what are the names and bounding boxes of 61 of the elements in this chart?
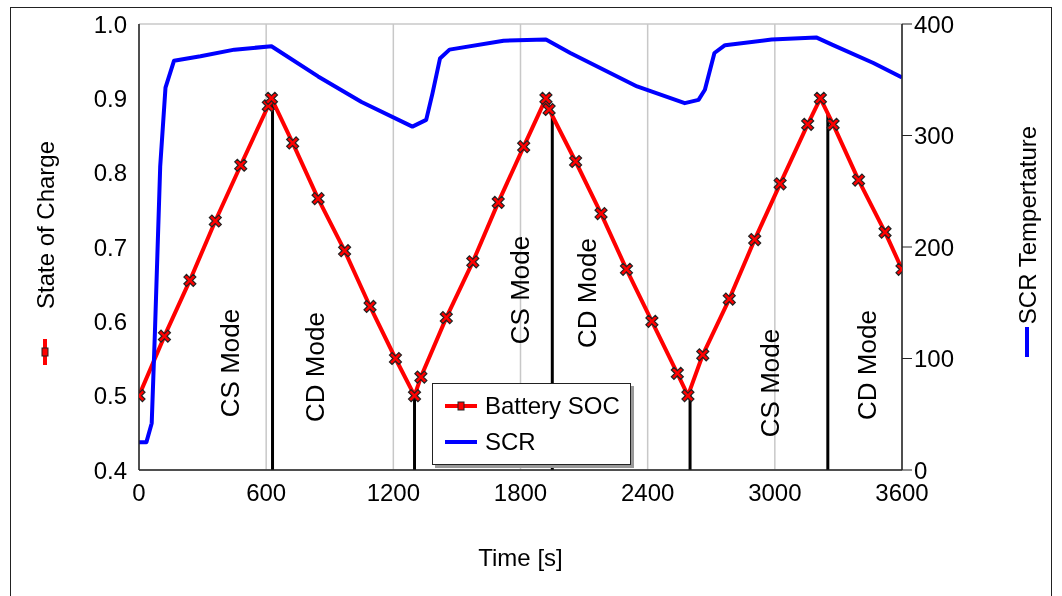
annotation: CS Mode <box>505 235 535 345</box>
point <box>670 366 684 380</box>
point <box>491 195 505 209</box>
point <box>813 91 827 105</box>
y-tick-label: 0.6 <box>93 307 127 335</box>
y2-tick-label: 200 <box>914 233 955 261</box>
point <box>414 370 428 384</box>
y-tick-label: 0.5 <box>93 382 127 410</box>
point <box>569 154 583 169</box>
y-tick-label: 0.7 <box>93 233 127 261</box>
point <box>645 314 659 328</box>
point <box>311 192 325 206</box>
annotation: CD Mode <box>300 312 330 422</box>
point <box>542 102 556 117</box>
y2-axis-title: SCR Tempertature <box>1013 125 1041 325</box>
point <box>264 91 279 105</box>
point <box>801 117 815 131</box>
point <box>337 244 352 258</box>
point <box>851 173 866 187</box>
point <box>517 140 531 154</box>
x-tick-label: 0 <box>132 479 146 507</box>
point <box>208 214 222 228</box>
point <box>696 348 710 362</box>
point <box>773 177 787 191</box>
point <box>234 158 248 172</box>
x-tick-label: 1800 <box>493 479 548 507</box>
point <box>407 389 422 403</box>
point <box>183 273 197 288</box>
y2-tick-label: 400 <box>914 10 955 38</box>
point <box>722 292 736 306</box>
y2-tick-label: 300 <box>914 122 955 150</box>
point <box>439 311 453 325</box>
point <box>826 117 840 131</box>
y-tick-label: 0.4 <box>93 456 127 484</box>
legend-label: SCR <box>485 428 536 456</box>
point <box>878 225 892 239</box>
point <box>619 262 634 276</box>
x-axis-title: Time [s] <box>478 544 563 571</box>
legend-label: Battery SOC <box>485 392 620 420</box>
point <box>157 329 172 343</box>
point <box>363 299 377 314</box>
annotation: CD Mode <box>852 310 882 420</box>
point <box>286 136 300 150</box>
x-tick-label: 2400 <box>620 479 675 507</box>
x-tick-label: 1200 <box>366 479 421 507</box>
y-tick-label: 1.0 <box>93 10 127 38</box>
annotation: CD Mode <box>572 238 602 348</box>
y2-tick-label: 100 <box>914 345 955 373</box>
x-tick-label: 3000 <box>748 479 802 507</box>
point <box>466 255 480 269</box>
y-axis-title: State of Charge <box>31 140 59 310</box>
point <box>388 351 403 366</box>
annotation: CS Mode <box>755 328 785 438</box>
point <box>681 389 695 403</box>
x-tick-label: 600 <box>246 479 287 507</box>
point <box>748 232 762 247</box>
point <box>594 206 608 221</box>
y-tick-label: 0.8 <box>93 159 127 187</box>
y-tick-label: 0.9 <box>93 84 127 112</box>
annotation: CS Mode <box>215 308 245 418</box>
point <box>539 91 553 105</box>
